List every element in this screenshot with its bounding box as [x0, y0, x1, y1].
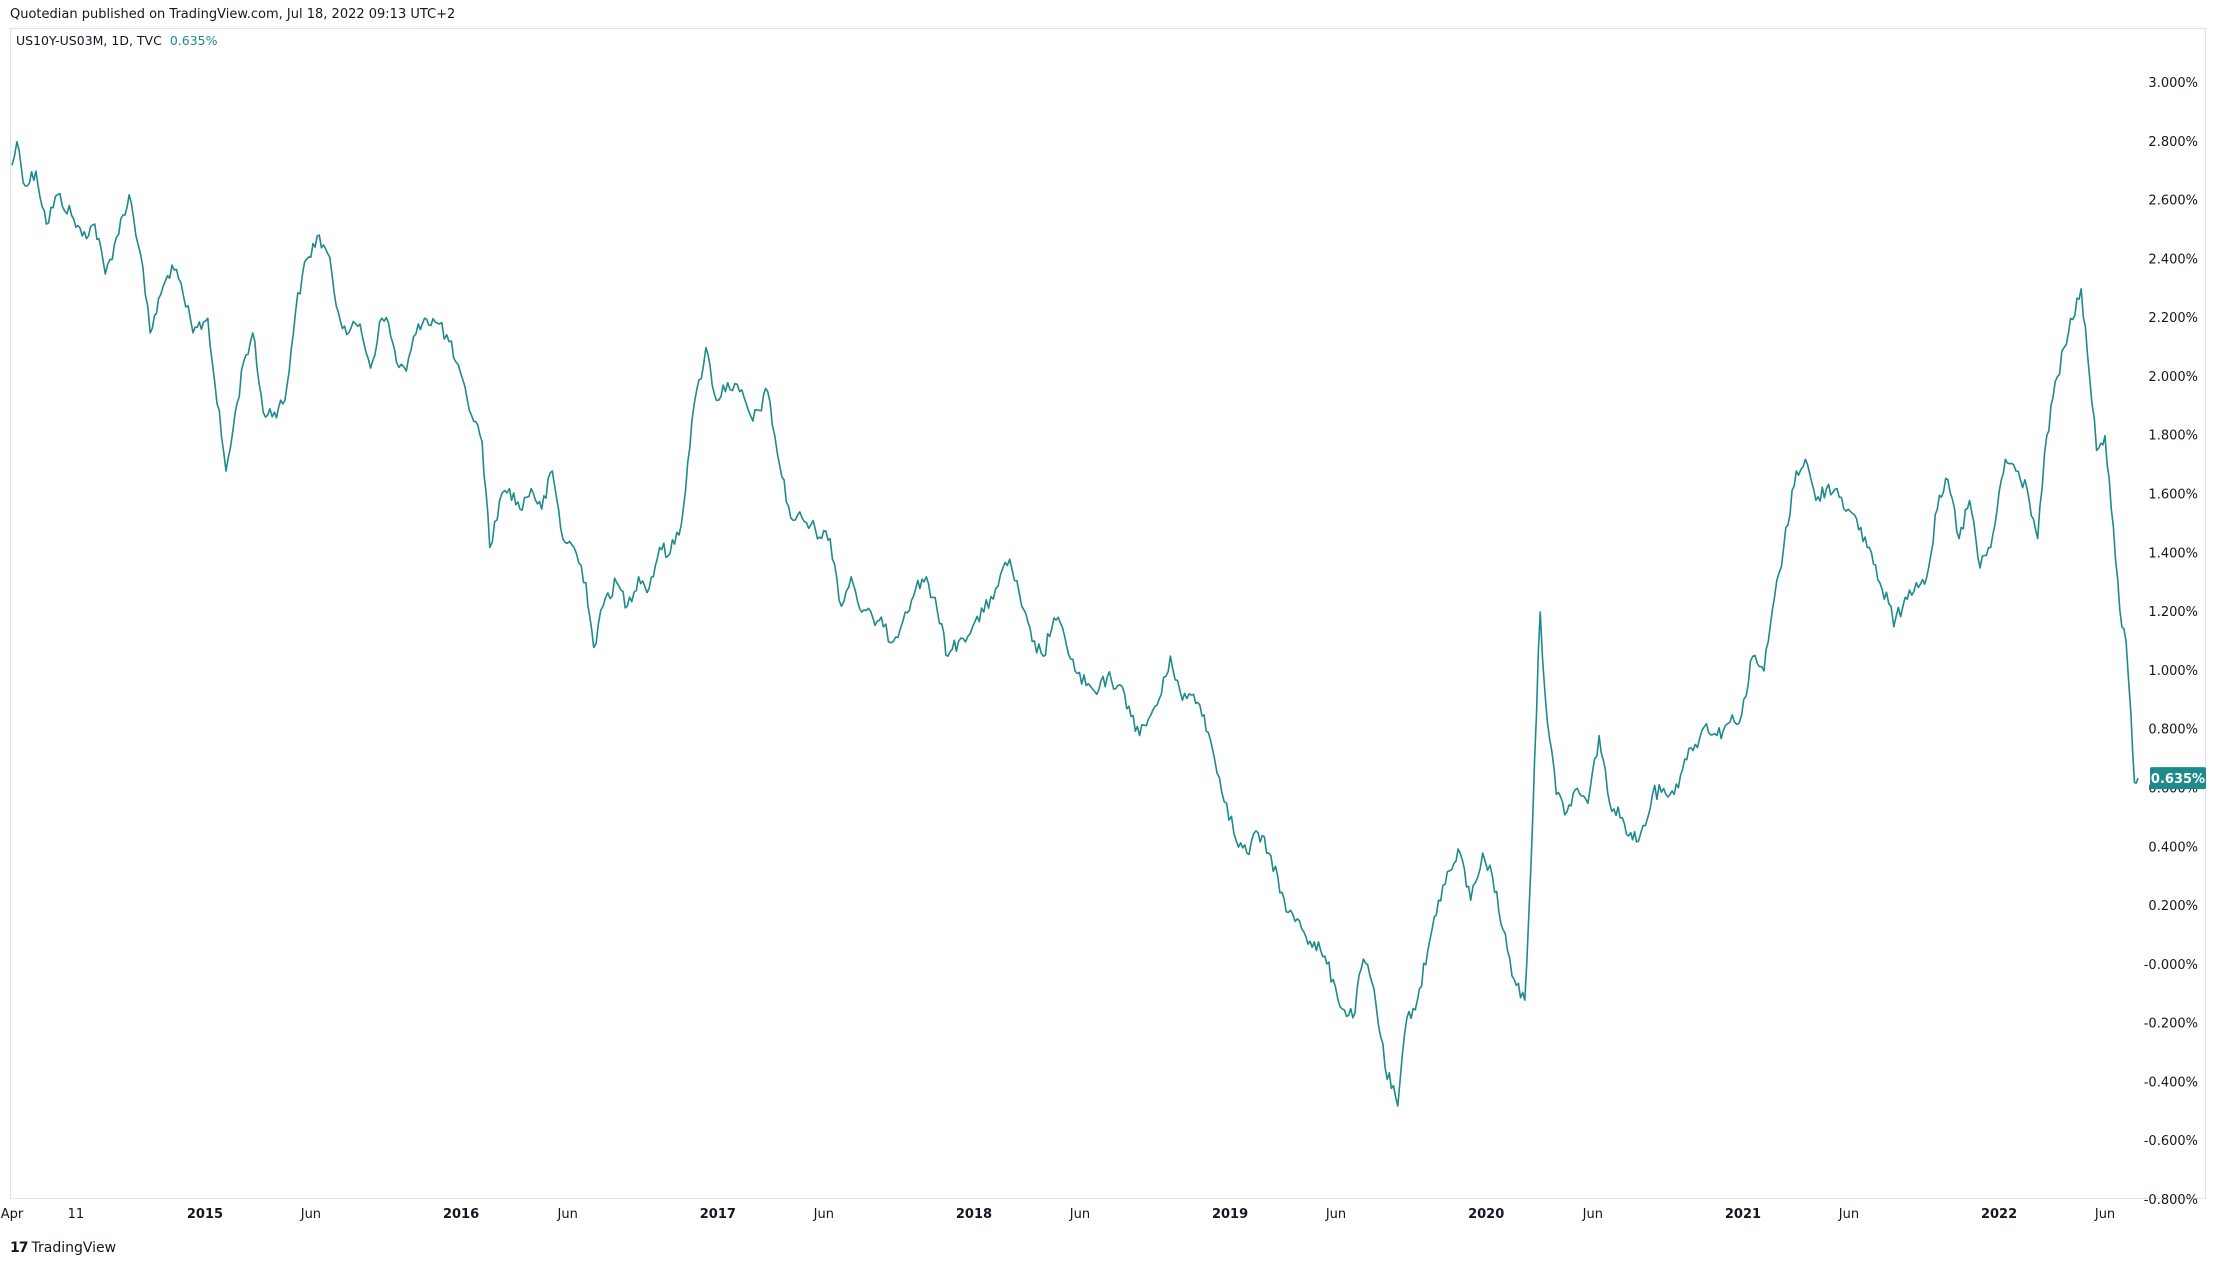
y-tick-label: 2.400%	[2148, 252, 2198, 267]
y-tick-label: 2.800%	[2148, 135, 2198, 150]
tradingview-logo[interactable]: 17 TradingView	[10, 1240, 116, 1256]
y-tick-label: -0.200%	[2144, 1017, 2198, 1032]
x-tick-label: 2021	[1725, 1207, 1761, 1222]
x-tick-label: Jun	[1582, 1207, 1603, 1222]
published-caption: Quotedian published on TradingView.com, …	[10, 7, 456, 22]
series-line	[11, 141, 2139, 1107]
x-tick-label: 2016	[443, 1207, 479, 1222]
x-tick-label: 2018	[956, 1207, 992, 1222]
series-layer	[11, 141, 2139, 1107]
y-tick-label: 0.800%	[2148, 723, 2198, 738]
y-tick-label: 0.400%	[2148, 840, 2198, 855]
y-tick-label: 1.800%	[2148, 429, 2198, 444]
x-tick-label: 2022	[1981, 1207, 2017, 1222]
last-value-text: 0.635%	[2151, 772, 2205, 787]
y-tick-label: 1.200%	[2148, 605, 2198, 620]
y-tick-label: 1.400%	[2148, 546, 2198, 561]
y-tick-label: -0.000%	[2144, 958, 2198, 973]
y-axis[interactable]: 3.000% 2.800% 2.600% 2.400% 2.200% 2.000% 1.80…	[2144, 76, 2198, 1208]
y-tick-label: 1.600%	[2148, 488, 2198, 503]
y-tick-label: 3.000%	[2148, 76, 2198, 91]
x-tick-label: Jun	[1838, 1207, 1859, 1222]
y-tick-label: -0.600%	[2144, 1134, 2198, 1149]
x-tick-label: 2017	[700, 1207, 736, 1222]
x-tick-label: 2015	[187, 1207, 223, 1222]
symbol-label: US10Y-US03M, 1D, TVC	[16, 33, 162, 48]
last-value-badge	[2150, 767, 2206, 790]
tradingview-brand: TradingView	[31, 1240, 117, 1256]
tradingview-mark-icon: 17	[10, 1240, 29, 1256]
y-tick-label: 2.200%	[2148, 311, 2198, 326]
x-tick-label: Jun	[1325, 1207, 1346, 1222]
x-tick-label: 2020	[1468, 1207, 1504, 1222]
x-tick-label: Jun	[300, 1207, 321, 1222]
x-tick-label: 2019	[1212, 1207, 1248, 1222]
y-tick-label: 1.000%	[2148, 664, 2198, 679]
x-tick-label: Jun	[2094, 1207, 2115, 1222]
x-tick-label: Jun	[557, 1207, 578, 1222]
x-tick-label: Jun	[813, 1207, 834, 1222]
y-tick-label: 0.200%	[2148, 899, 2198, 914]
legend-value: 0.635%	[169, 33, 218, 48]
x-axis[interactable]: Apr 11 2015 Jun 2016 Jun 2017 Jun 2018 Jun 2019 Jun…	[1, 1207, 2115, 1222]
x-tick-label: Apr	[1, 1207, 24, 1222]
x-tick-label: 11	[68, 1207, 85, 1222]
y-tick-label: -0.800%	[2144, 1193, 2198, 1208]
symbol-legend[interactable]: US10Y-US03M, 1D, TVC 0.635%	[16, 33, 218, 48]
last-value-marker: 0.635%	[2150, 767, 2206, 790]
y-tick-label: 2.600%	[2148, 194, 2198, 209]
x-tick-label: Jun	[1069, 1207, 1090, 1222]
y-tick-label: -0.400%	[2144, 1075, 2198, 1090]
y-tick-label: 2.000%	[2148, 370, 2198, 385]
